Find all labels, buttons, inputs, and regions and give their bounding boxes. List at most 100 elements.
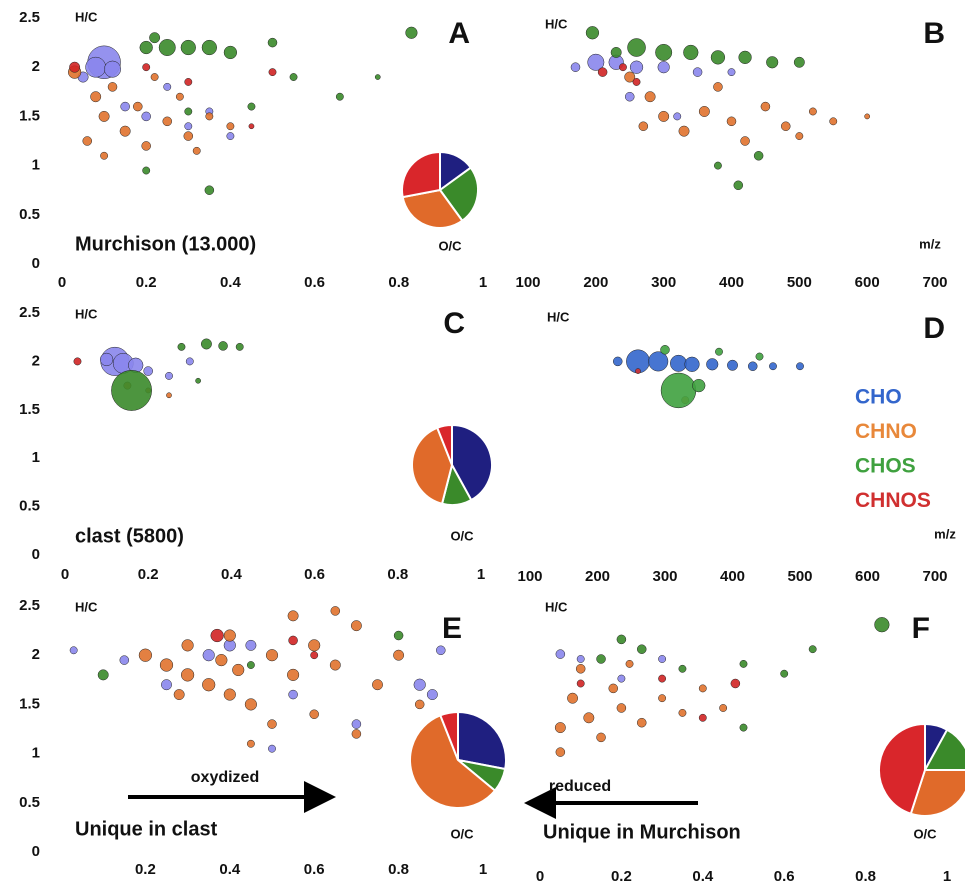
- pie-slice: [411, 426, 454, 505]
- x-tick-label: 0.6: [304, 566, 325, 583]
- x-axis-label: O/C: [450, 826, 474, 841]
- panel-letter: C: [443, 307, 465, 340]
- pie-slice: [909, 769, 965, 817]
- data-point: [658, 655, 667, 663]
- data-point: [69, 646, 78, 655]
- data-point: [596, 654, 606, 664]
- x-tick-label: 0.4: [221, 566, 243, 583]
- data-point: [244, 698, 257, 711]
- x-tick-label: 0.4: [220, 274, 242, 291]
- data-point: [184, 78, 193, 86]
- panel-annotation: clast (5800): [75, 525, 184, 547]
- data-point: [766, 56, 779, 69]
- x-tick-label: 1: [479, 861, 487, 878]
- data-point: [195, 377, 201, 384]
- pie-slice: [401, 150, 441, 199]
- y-tick-label: 0: [32, 843, 40, 860]
- y-tick-label: 2.5: [19, 597, 40, 614]
- x-tick-label: 500: [787, 274, 812, 291]
- data-point: [192, 146, 201, 155]
- data-point: [175, 92, 184, 101]
- data-point: [215, 654, 228, 667]
- y-axis-label: H/C: [75, 9, 98, 24]
- data-point: [335, 92, 344, 101]
- data-point: [90, 91, 102, 103]
- data-point: [575, 664, 586, 674]
- data-point: [329, 659, 341, 671]
- x-tick-label: 0.8: [388, 274, 409, 291]
- data-point: [796, 362, 804, 371]
- data-point: [555, 649, 566, 659]
- pie-slice: [439, 710, 459, 761]
- data-point: [226, 122, 235, 131]
- y-tick-label: 1.5: [19, 695, 40, 712]
- x-tick-label: 700: [922, 274, 947, 291]
- data-point: [201, 39, 217, 56]
- data-point: [267, 719, 277, 729]
- data-point: [583, 712, 595, 724]
- data-point: [714, 161, 722, 170]
- data-point: [678, 708, 687, 717]
- data-point: [173, 689, 185, 701]
- x-tick-label: 600: [855, 274, 880, 291]
- data-point: [760, 101, 771, 112]
- data-point: [223, 688, 236, 701]
- y-tick-label: 0: [32, 255, 40, 272]
- data-point: [287, 668, 300, 681]
- pie-slice: [401, 188, 464, 229]
- x-tick-label: 0: [58, 274, 66, 291]
- data-point: [268, 68, 277, 77]
- data-point: [426, 689, 438, 701]
- data-point: [119, 125, 131, 137]
- data-point: [678, 125, 690, 137]
- data-point: [166, 392, 172, 399]
- data-point: [246, 739, 255, 748]
- data-point: [163, 82, 172, 91]
- data-point: [658, 694, 667, 703]
- data-point: [120, 101, 130, 112]
- data-point: [635, 368, 641, 374]
- x-tick-label: 0.2: [138, 566, 159, 583]
- x-tick-label: 700: [922, 568, 947, 585]
- data-point: [436, 645, 446, 656]
- data-point: [158, 39, 176, 56]
- data-point: [183, 131, 194, 141]
- pie-slice: [878, 722, 926, 816]
- data-point: [138, 648, 153, 662]
- data-point: [636, 717, 647, 728]
- data-point: [159, 658, 174, 672]
- data-point: [617, 674, 626, 683]
- y-tick-label: 1: [32, 157, 40, 174]
- data-point: [133, 101, 143, 112]
- panel-annotation: Unique in Murchison: [543, 821, 741, 843]
- data-point: [142, 166, 151, 175]
- y-tick-label: 0.5: [19, 794, 40, 811]
- x-tick-label: 1: [943, 868, 951, 885]
- data-point: [612, 356, 623, 367]
- data-point: [247, 102, 256, 111]
- data-point: [310, 651, 319, 660]
- x-tick-label: 0: [536, 868, 544, 885]
- x-tick-label: 0.6: [774, 868, 795, 885]
- data-point: [673, 112, 682, 121]
- data-point: [627, 38, 646, 57]
- data-point: [610, 46, 622, 58]
- data-point: [351, 719, 362, 729]
- data-point: [698, 106, 710, 117]
- x-tick-label: 1: [477, 566, 485, 583]
- data-point: [141, 111, 151, 122]
- data-point: [202, 678, 216, 692]
- data-point: [730, 678, 741, 689]
- data-point: [808, 645, 817, 654]
- x-axis-label: m/z: [919, 236, 941, 251]
- panel-letter: F: [912, 612, 930, 645]
- data-point: [141, 141, 151, 151]
- data-point: [706, 358, 719, 371]
- data-point: [180, 668, 195, 682]
- data-point: [350, 620, 362, 632]
- x-tick-label: 0.6: [304, 274, 325, 291]
- data-point: [73, 357, 82, 366]
- x-tick-label: 0.8: [387, 566, 408, 583]
- panel-annotation: Murchison (13.000): [75, 233, 256, 255]
